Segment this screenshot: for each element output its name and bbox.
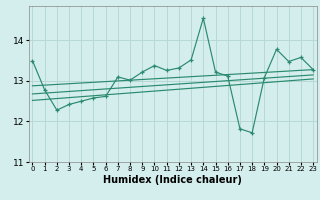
X-axis label: Humidex (Indice chaleur): Humidex (Indice chaleur) — [103, 175, 242, 185]
